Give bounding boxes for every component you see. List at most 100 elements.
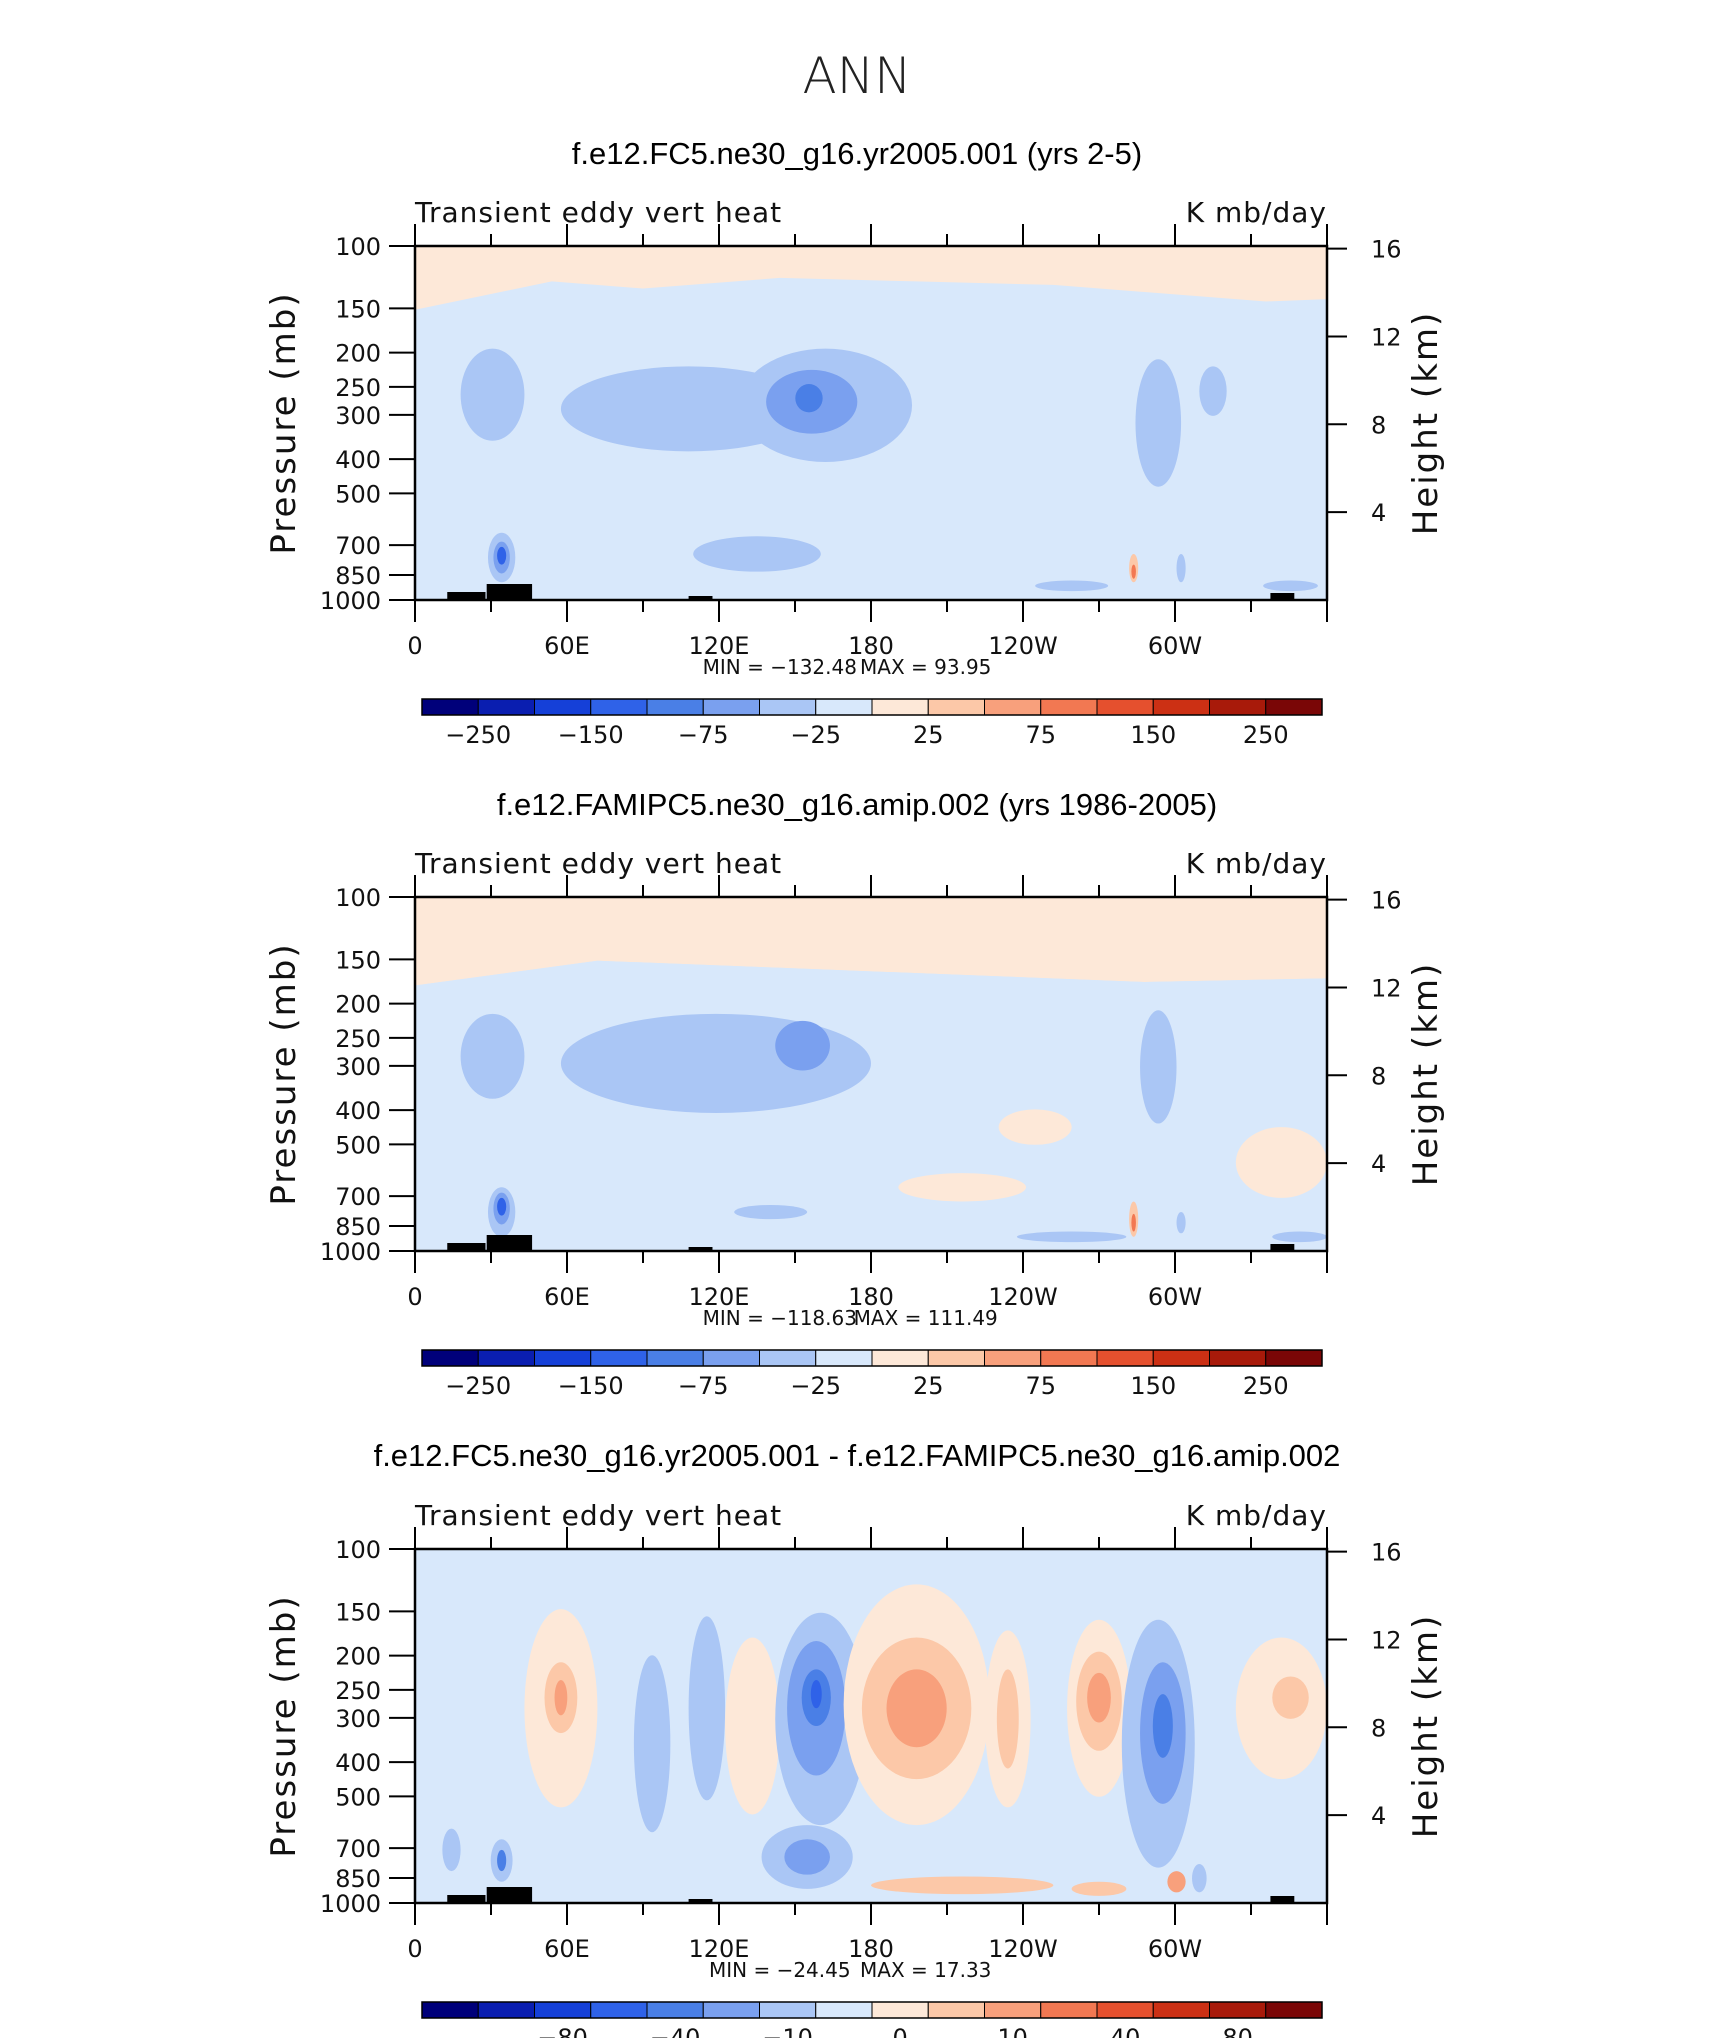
colorbar-swatch xyxy=(1096,2001,1154,2019)
colorbar-swatch xyxy=(871,2001,929,2019)
colorbar-swatch xyxy=(815,698,873,716)
colorbar-label: 75 xyxy=(1025,721,1056,749)
topography-mask xyxy=(688,1899,713,1903)
contour-region xyxy=(415,960,1327,1188)
contour-region xyxy=(1016,1231,1127,1243)
colorbar-swatch xyxy=(421,1349,479,1367)
colorbar-label: −150 xyxy=(558,721,624,749)
contour-region xyxy=(442,1828,461,1872)
lon-tick-label: 60E xyxy=(544,1283,590,1311)
colorbar-swatch xyxy=(759,698,817,716)
contour-region xyxy=(460,348,525,441)
season-title: ANN xyxy=(802,47,911,105)
lon-tick-label: 120E xyxy=(689,1283,750,1311)
max-label: MAX = 111.49 xyxy=(854,1306,998,1330)
pressure-axis-title: Pressure (mb) xyxy=(264,942,304,1205)
colorbar-swatch xyxy=(984,698,1042,716)
max-label: MAX = 17.33 xyxy=(860,1958,991,1982)
height-tick-label: 4 xyxy=(1371,1150,1386,1178)
contour-region xyxy=(1167,1871,1186,1893)
variable-label: Transient eddy vert heat xyxy=(414,196,782,229)
contour-region xyxy=(693,536,821,572)
colorbar-swatch xyxy=(1265,698,1323,716)
lon-tick-label: 60W xyxy=(1148,632,1202,660)
colorbar-swatch xyxy=(815,2001,873,2019)
min-label: MIN = −118.63 xyxy=(703,1306,857,1330)
lon-tick-label: 120W xyxy=(988,632,1058,660)
contour-region xyxy=(1263,580,1318,592)
lon-tick-label: 180 xyxy=(848,632,894,660)
topography-mask xyxy=(486,1235,533,1251)
colorbar-swatch xyxy=(590,698,648,716)
colorbar-label: −150 xyxy=(558,1372,624,1400)
colorbar-label: 75 xyxy=(1025,1372,1056,1400)
colorbar-frame xyxy=(421,698,1323,716)
colorbar-label: −250 xyxy=(445,721,511,749)
colorbar-label: 250 xyxy=(1243,1372,1289,1400)
lon-tick-label: 180 xyxy=(848,1935,894,1963)
colorbar-swatch xyxy=(759,1349,817,1367)
topography-mask xyxy=(688,596,713,600)
colorbar-swatch xyxy=(1152,698,1210,716)
height-tick-label: 4 xyxy=(1371,1802,1386,1830)
contour-field xyxy=(415,1549,1327,1903)
contour-region xyxy=(1272,1231,1327,1243)
contour-region xyxy=(554,1679,568,1716)
colorbar-swatch xyxy=(927,1349,985,1367)
pressure-tick-label: 500 xyxy=(335,480,381,508)
colorbar-swatch xyxy=(534,2001,592,2019)
units-label: K mb/day xyxy=(1186,847,1327,880)
contour-region xyxy=(560,1013,871,1113)
colorbar-label: 250 xyxy=(1243,721,1289,749)
colorbar-label: 0 xyxy=(892,2024,907,2038)
colorbar-label: 10 xyxy=(997,2024,1028,2038)
units-label: K mb/day xyxy=(1186,1499,1327,1532)
contour-region xyxy=(497,1849,507,1872)
contour-region xyxy=(998,1109,1072,1145)
lon-tick-label: 120W xyxy=(988,1283,1058,1311)
colorbar-label: 25 xyxy=(913,1372,944,1400)
colorbar-swatch xyxy=(590,2001,648,2019)
pressure-tick-label: 500 xyxy=(335,1131,381,1159)
colorbar-swatch xyxy=(1152,1349,1210,1367)
contour-region xyxy=(1176,1212,1186,1234)
pressure-tick-label: 150 xyxy=(335,295,381,323)
topography-mask xyxy=(486,584,533,600)
colorbar-swatch xyxy=(1209,698,1267,716)
colorbar-swatch xyxy=(927,698,985,716)
pressure-tick-label: 100 xyxy=(335,884,381,912)
pressure-tick-label: 400 xyxy=(335,1749,381,1777)
contour-region xyxy=(1071,1881,1127,1896)
colorbar-label: −25 xyxy=(790,721,841,749)
colorbar-swatch xyxy=(871,1349,929,1367)
chart-panel: f.e12.FC5.ne30_g16.yr2005.001 - f.e12.FA… xyxy=(264,1438,1446,2038)
pressure-tick-label: 500 xyxy=(335,1783,381,1811)
chart-panel: f.e12.FC5.ne30_g16.yr2005.001 (yrs 2-5) T… xyxy=(264,136,1446,749)
variable-label: Transient eddy vert heat xyxy=(414,1499,782,1532)
colorbar-swatch xyxy=(421,2001,479,2019)
contour-region xyxy=(898,1173,1027,1202)
contour-region xyxy=(1135,359,1182,487)
contour-region xyxy=(460,1013,525,1099)
contour-region xyxy=(1235,1127,1327,1198)
contour-region xyxy=(1131,564,1136,579)
lon-tick-label: 0 xyxy=(407,632,422,660)
colorbar-label: −75 xyxy=(678,721,729,749)
height-axis-title: Height (km) xyxy=(1406,1614,1446,1839)
height-axis-title: Height (km) xyxy=(1406,311,1446,536)
topography-mask xyxy=(1270,1896,1295,1903)
colorbar-label: 25 xyxy=(913,721,944,749)
colorbar-swatch xyxy=(534,698,592,716)
colorbar-swatch xyxy=(815,1349,873,1367)
contour-region xyxy=(1152,1694,1173,1758)
contour-region xyxy=(871,1876,1054,1895)
topography-mask xyxy=(1270,1244,1295,1251)
contour-field xyxy=(415,246,1327,600)
topography-mask xyxy=(688,1247,713,1251)
pressure-tick-label: 850 xyxy=(335,562,381,590)
colorbar-frame xyxy=(421,2001,1323,2019)
colorbar-label: −10 xyxy=(762,2024,813,2038)
pressure-tick-label: 250 xyxy=(335,1025,381,1053)
pressure-tick-label: 200 xyxy=(335,991,381,1019)
contour-region xyxy=(1192,1864,1207,1893)
